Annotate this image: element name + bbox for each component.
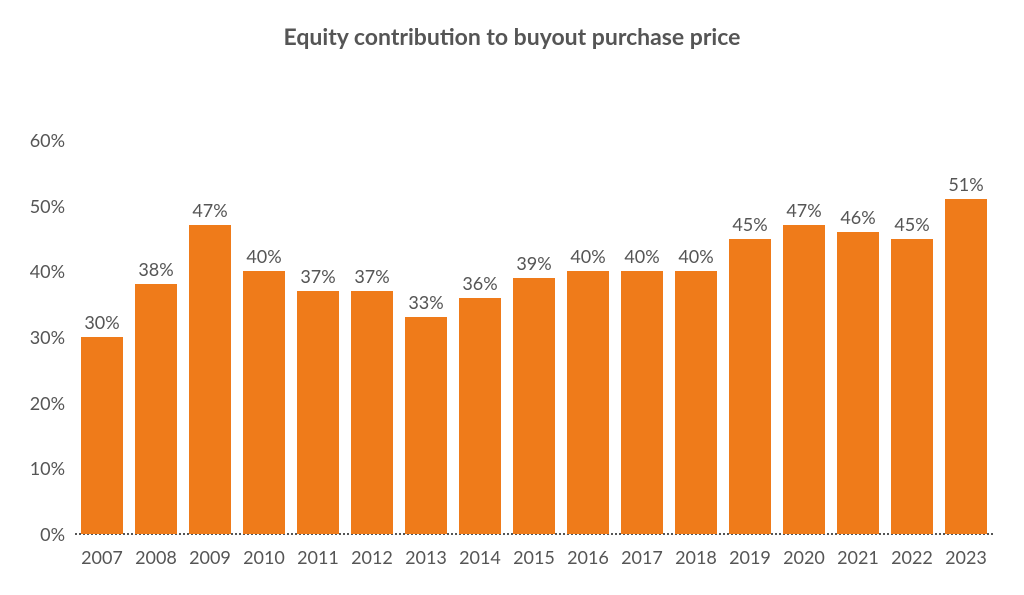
x-tick-label: 2023 [945, 534, 987, 568]
bar-value-label: 37% [354, 265, 389, 287]
x-tick-label: 2020 [783, 534, 825, 568]
x-tick-label: 2009 [189, 534, 231, 568]
bar: 37% [297, 291, 339, 534]
x-tick-label: 2022 [891, 534, 933, 568]
bar-value-label: 40% [678, 245, 713, 267]
bar-value-label: 33% [408, 291, 443, 313]
y-tick-label: 20% [30, 392, 75, 414]
bar-value-label: 51% [948, 173, 983, 195]
y-tick-label: 0% [40, 523, 75, 545]
bar-value-label: 47% [192, 199, 227, 221]
bar: 47% [189, 225, 231, 534]
y-tick-label: 10% [30, 457, 75, 479]
bar: 40% [675, 271, 717, 534]
bar-value-label: 45% [894, 213, 929, 235]
x-tick-label: 2019 [729, 534, 771, 568]
y-tick-label: 40% [30, 260, 75, 282]
bar: 33% [405, 317, 447, 534]
y-tick-label: 50% [30, 195, 75, 217]
bar: 40% [621, 271, 663, 534]
bar-value-label: 30% [84, 311, 119, 333]
bar-value-label: 46% [840, 206, 875, 228]
bar: 36% [459, 298, 501, 534]
bar: 40% [567, 271, 609, 534]
bar: 51% [945, 199, 987, 534]
bar: 46% [837, 232, 879, 534]
x-tick-label: 2010 [243, 534, 285, 568]
x-tick-label: 2015 [513, 534, 555, 568]
bar: 47% [783, 225, 825, 534]
bar: 40% [243, 271, 285, 534]
x-tick-label: 2017 [621, 534, 663, 568]
bar: 45% [729, 239, 771, 535]
x-tick-label: 2014 [459, 534, 501, 568]
bar-value-label: 36% [462, 272, 497, 294]
bar-chart: Equity contribution to buyout purchase p… [0, 0, 1024, 595]
y-tick-label: 30% [30, 326, 75, 348]
chart-title: Equity contribution to buyout purchase p… [0, 22, 1024, 50]
y-tick-label: 60% [30, 129, 75, 151]
bar-value-label: 40% [624, 245, 659, 267]
bar: 37% [351, 291, 393, 534]
bar: 38% [135, 284, 177, 534]
x-tick-label: 2012 [351, 534, 393, 568]
x-tick-label: 2021 [837, 534, 879, 568]
x-tick-label: 2013 [405, 534, 447, 568]
x-tick-label: 2007 [81, 534, 123, 568]
bar-value-label: 40% [570, 245, 605, 267]
x-tick-label: 2018 [675, 534, 717, 568]
plot-area: 0%10%20%30%40%50%60%30%200738%200847%200… [75, 140, 993, 534]
bar-value-label: 38% [138, 258, 173, 280]
bar-value-label: 47% [786, 199, 821, 221]
bar-value-label: 45% [732, 213, 767, 235]
x-tick-label: 2008 [135, 534, 177, 568]
x-tick-label: 2016 [567, 534, 609, 568]
bar-value-label: 40% [246, 245, 281, 267]
bar: 45% [891, 239, 933, 535]
bar-value-label: 37% [300, 265, 335, 287]
bar-value-label: 39% [516, 252, 551, 274]
bar: 39% [513, 278, 555, 534]
x-tick-label: 2011 [297, 534, 339, 568]
bar: 30% [81, 337, 123, 534]
